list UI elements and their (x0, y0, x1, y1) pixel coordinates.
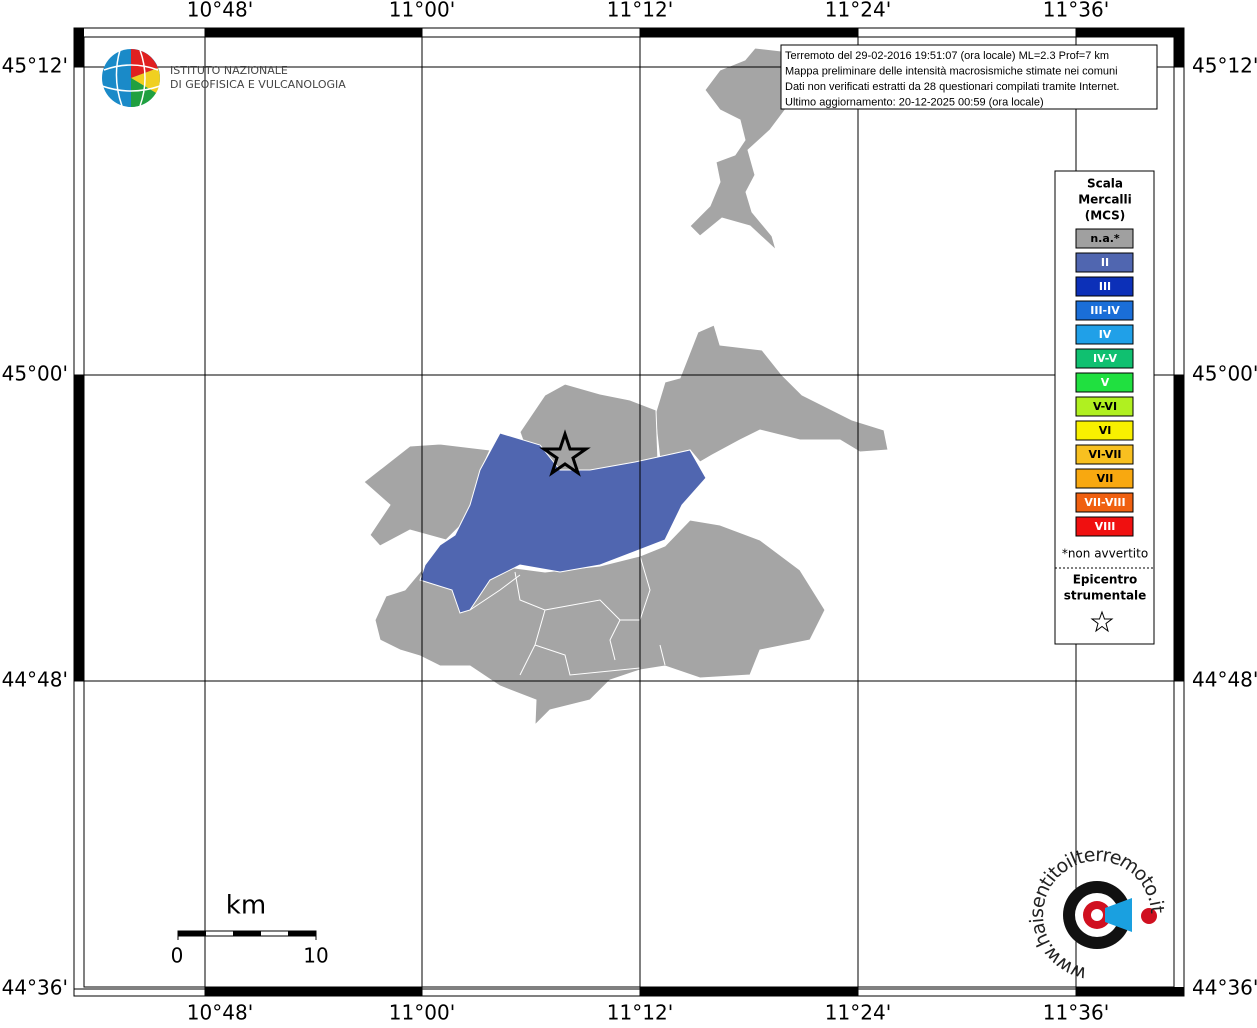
info-frame (780, 44, 1158, 110)
legend-label: VII-VIII (1084, 496, 1125, 509)
lon-label: 10°48' (187, 0, 253, 22)
lat-label: 45°12' (2, 54, 68, 78)
info-line: Mappa preliminare delle intensità macros… (785, 65, 1118, 77)
scale-bar-segment (233, 931, 261, 936)
lat-label: 44°48' (1192, 668, 1257, 692)
scale-unit: km (226, 891, 266, 921)
institute-name: DI GEOFISICA E VULCANOLOGIA (170, 78, 346, 91)
legend-label: II (1101, 256, 1109, 269)
frame-band (640, 987, 858, 996)
legend-note: *non avvertito (1062, 547, 1148, 561)
legend-label: VIII (1095, 520, 1116, 533)
legend-swatch (1075, 492, 1134, 513)
regions (363, 47, 889, 727)
scale-bar: km 0 10 (171, 891, 329, 968)
frame-band (1076, 28, 1184, 37)
legend-swatch (1075, 252, 1134, 273)
scale-label: 0 (171, 944, 184, 968)
legend-swatch (1075, 228, 1134, 249)
logo-lines (101, 49, 161, 107)
legend-title: (MCS) (1085, 209, 1126, 223)
frame-band (74, 28, 84, 67)
legend-swatch (1075, 516, 1134, 537)
lat-label: 44°48' (2, 668, 68, 692)
logo-sector (131, 49, 158, 78)
info-box: Terremoto del 29-02-2016 19:51:07 (ora l… (780, 44, 1158, 110)
lon-label: 11°36' (1043, 1001, 1109, 1025)
frame-band (205, 987, 422, 996)
lat-label: 45°00' (2, 362, 68, 386)
region (363, 443, 491, 547)
legend-label: V (1101, 376, 1110, 389)
scale-bar-segment (288, 931, 316, 936)
info-line: Dati non verificati estratti da 28 quest… (785, 81, 1119, 93)
lat-label: 45°12' (1192, 54, 1257, 78)
frame (73, 27, 1185, 997)
legend-epicenter: strumentale (1064, 589, 1147, 603)
lon-label: 11°12' (607, 1001, 673, 1025)
ingv-logo: ISTITUTO NAZIONALE DI GEOFISICA E VULCAN… (101, 49, 346, 108)
legend-label: n.a.* (1090, 232, 1120, 245)
legend-label: IV-V (1093, 352, 1118, 365)
legend-swatch (1075, 372, 1134, 393)
frame-band (1174, 28, 1184, 67)
frame-band (74, 375, 84, 681)
watermark-speaker (1105, 898, 1132, 932)
lat-label: 44°36' (1192, 976, 1257, 1000)
lon-label: 10°48' (187, 1001, 253, 1025)
watermark-ring (1091, 909, 1103, 921)
institute-name: ISTITUTO NAZIONALE (170, 64, 288, 77)
legend-epicenter: Epicentro (1073, 573, 1138, 587)
scale-bar-segment (178, 931, 206, 936)
watermark-badge (1141, 908, 1157, 924)
lon-label: 11°00' (389, 1001, 455, 1025)
legend-swatch (1075, 300, 1134, 321)
lon-label: 11°12' (607, 0, 673, 22)
legend-label: IV (1099, 328, 1112, 341)
legend-swatch (1075, 324, 1134, 345)
legend-swatch (1075, 276, 1134, 297)
lat-label: 45°00' (1192, 362, 1257, 386)
epicenter-star (539, 429, 591, 477)
legend-label: VII (1097, 472, 1114, 485)
legend-label: VI-VII (1088, 448, 1121, 461)
lon-label: 11°36' (1043, 0, 1109, 22)
legend-star (1090, 610, 1114, 633)
legend-label: VI (1099, 424, 1112, 437)
info-line: Terremoto del 29-02-2016 19:51:07 (ora l… (785, 50, 1109, 62)
lat-label: 44°36' (2, 976, 68, 1000)
legend-swatch (1075, 444, 1134, 465)
frame-band (1076, 987, 1184, 996)
info-line: Ultimo aggiornamento: 20-12-2025 00:59 (… (785, 96, 1044, 108)
frame-band (640, 28, 858, 37)
legend-label: V-VI (1093, 400, 1117, 413)
scale-label: 10 (303, 944, 328, 968)
legend-label: III-IV (1090, 304, 1120, 317)
legend-title: Scala (1087, 177, 1123, 191)
legend-swatch (1075, 396, 1134, 417)
region (689, 47, 801, 252)
legend-label: III (1099, 280, 1111, 293)
legend-swatch (1075, 348, 1134, 369)
frame-band (1174, 375, 1184, 681)
legend: ScalaMercalli(MCS)n.a.*IIIIIIII-IVIVIV-V… (1054, 170, 1155, 645)
region-border (469, 555, 666, 676)
legend-title: Mercalli (1078, 193, 1132, 207)
legend-swatch (1075, 468, 1134, 489)
frame-band (205, 28, 422, 37)
lon-label: 11°24' (825, 0, 891, 22)
lon-label: 11°24' (825, 1001, 891, 1025)
legend-swatch (1075, 420, 1134, 441)
lon-label: 11°00' (389, 0, 455, 22)
region-intensity-ii (419, 432, 707, 614)
